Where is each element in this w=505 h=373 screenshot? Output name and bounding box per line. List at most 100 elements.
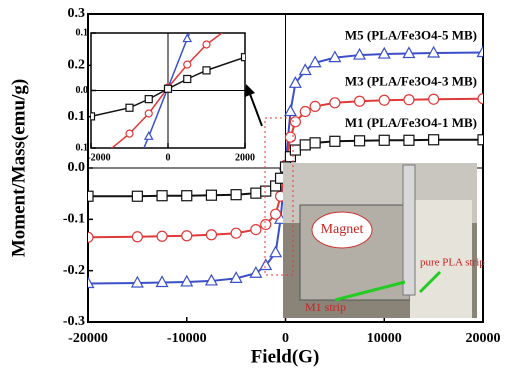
y-axis-label: Moment/Mass(emu/g) — [8, 79, 29, 257]
photo — [283, 163, 477, 318]
marker — [125, 129, 134, 138]
marker — [205, 189, 218, 201]
marker — [378, 134, 390, 146]
marker — [250, 187, 262, 199]
marker — [156, 230, 168, 242]
marker — [88, 276, 95, 289]
marker — [183, 60, 192, 69]
y-tick-label: -0.2 — [63, 263, 85, 278]
marker — [202, 40, 211, 49]
ruler — [410, 200, 472, 318]
x-tick-label: 0 — [166, 152, 171, 163]
marker — [284, 131, 297, 143]
marker — [260, 218, 272, 231]
marker — [260, 185, 272, 197]
x-axis-label: Field(G) — [251, 346, 320, 367]
marker — [181, 190, 193, 202]
marker — [144, 95, 153, 104]
marker — [428, 134, 440, 146]
marker — [156, 190, 168, 202]
y-tick-label: 0.3 — [68, 6, 86, 21]
photo-label: Magnet — [321, 222, 364, 237]
marker — [202, 66, 211, 75]
marker — [328, 50, 342, 63]
y-tick-label: 0.1 — [76, 142, 89, 153]
pointer — [334, 280, 406, 302]
marker — [249, 265, 263, 278]
marker — [270, 208, 282, 220]
marker — [298, 63, 312, 76]
x-tick-label: 2000 — [235, 152, 255, 163]
marker — [476, 45, 483, 58]
y-tick-label: -0.3 — [63, 314, 85, 329]
marker — [130, 275, 144, 288]
marker — [477, 93, 483, 105]
marker — [477, 134, 483, 146]
marker — [259, 258, 273, 271]
marker — [403, 134, 415, 146]
y-tick-label: 0.1 — [76, 27, 89, 38]
marker — [269, 245, 283, 258]
x-tick-label: -10000 — [167, 331, 207, 346]
x-tick-label: 20000 — [466, 331, 501, 346]
marker — [144, 109, 153, 118]
marker — [308, 55, 322, 68]
marker — [403, 94, 415, 106]
marker — [402, 46, 416, 59]
plot: -2000 0 2000 0.1 0.0 0.1 — [76, 27, 256, 163]
marker — [182, 33, 193, 43]
marker — [181, 230, 193, 242]
y-tick-label: -0.1 — [63, 212, 85, 227]
marker — [125, 103, 134, 112]
marker — [88, 231, 94, 243]
marker — [309, 137, 321, 149]
y-tick-label: 0.1 — [68, 109, 86, 124]
y-tick-label: 0.2 — [68, 58, 86, 73]
marker — [353, 47, 367, 60]
marker — [230, 227, 242, 239]
marker — [428, 93, 440, 105]
marker — [204, 273, 218, 286]
marker — [309, 100, 321, 113]
arrow — [249, 93, 263, 127]
series-label: M3 (PLA/Fe3O4-3 MB) — [345, 74, 477, 89]
marker — [230, 189, 242, 201]
y-tick-label: 0.0 — [68, 160, 86, 175]
marker — [183, 74, 192, 84]
photo-label: pure PLA strip — [420, 257, 485, 269]
strip — [402, 164, 416, 296]
marker — [329, 135, 341, 147]
marker — [131, 190, 143, 202]
series-label: M5 (PLA/Fe3O4-5 MB) — [345, 27, 477, 42]
x-tick-label: 0 — [282, 331, 289, 346]
x-tick-label: 10000 — [367, 331, 402, 346]
arrow-head — [245, 84, 255, 97]
marker — [143, 131, 154, 140]
zoom-box — [264, 117, 294, 276]
marker — [91, 112, 96, 121]
photo-label: M1 strip — [305, 300, 346, 314]
marker — [250, 224, 262, 236]
pointer — [418, 270, 442, 294]
marker — [377, 46, 391, 59]
marker — [155, 275, 169, 288]
marker — [288, 76, 302, 88]
marker — [240, 53, 245, 62]
marker — [180, 274, 194, 287]
x-tick-label: -20000 — [68, 331, 108, 346]
marker — [163, 84, 173, 93]
marker — [131, 231, 143, 243]
y-tick-label: 0.0 — [76, 85, 89, 96]
marker — [329, 97, 341, 109]
marker — [378, 94, 390, 106]
marker — [289, 144, 301, 156]
marker — [205, 229, 218, 241]
marker — [299, 139, 311, 151]
marker — [283, 104, 297, 117]
marker — [299, 105, 311, 118]
marker — [353, 135, 366, 147]
marker — [427, 45, 441, 58]
marker — [229, 271, 243, 283]
magnet-label-bg — [311, 211, 373, 249]
